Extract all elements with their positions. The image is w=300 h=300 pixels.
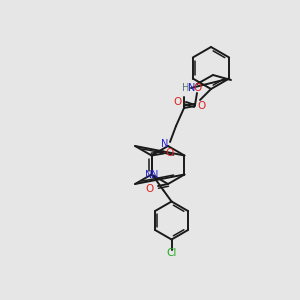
Text: O: O [165,148,174,158]
Text: N: N [151,169,158,179]
Text: O: O [197,101,205,111]
Text: O: O [173,97,181,107]
Text: N: N [188,83,196,93]
Text: O: O [145,184,153,194]
Text: Cl: Cl [167,248,177,259]
Text: H: H [182,83,190,93]
Text: N: N [161,139,169,149]
Text: O: O [194,83,202,93]
Text: N: N [145,169,152,179]
